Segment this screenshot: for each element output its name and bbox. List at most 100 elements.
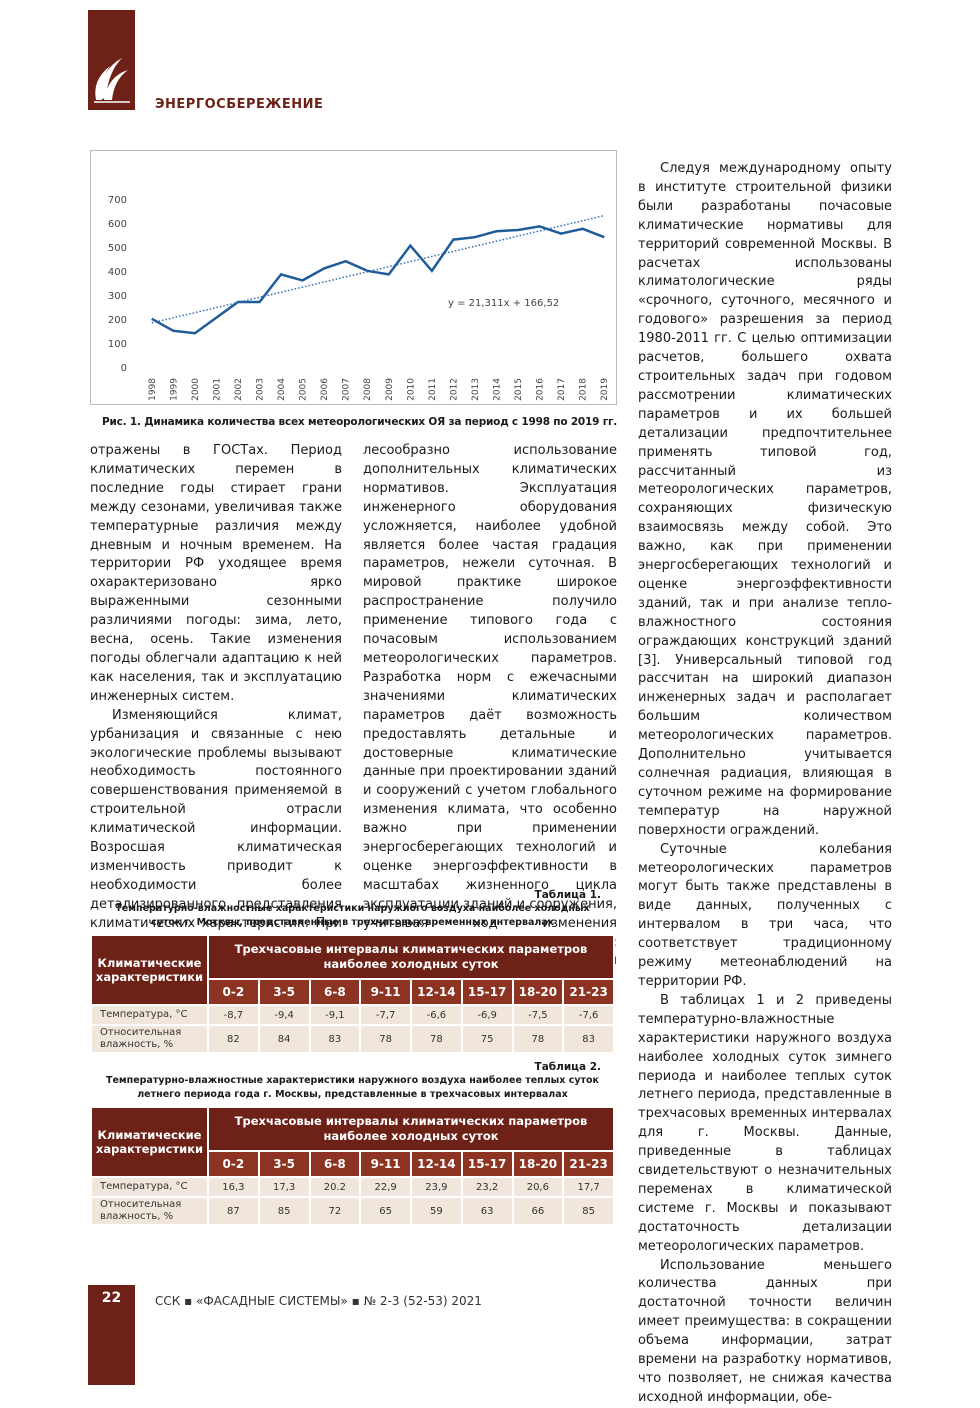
data-line: [151, 225, 605, 335]
cell: 20,6: [511, 1176, 565, 1198]
x-tick-label: 2017: [557, 378, 567, 401]
table-row: Относительная влажность, % 87 85 72 65 59 63 66…: [90, 1196, 615, 1226]
x-tick-label: 2015: [514, 378, 524, 401]
interval-header: 3-5: [257, 1150, 311, 1178]
y-tick-label: 100: [108, 339, 127, 350]
cell: 17,3: [257, 1176, 311, 1198]
table-block: Таблица 1. Температурно-влажностные харак…: [90, 889, 615, 1054]
y-tick-label: 500: [108, 243, 127, 254]
row-label: Температура, °С: [90, 1004, 209, 1026]
publication: ССК ▪ «ФАСАДНЫЕ СИСТЕМЫ» ▪ № 2-3 (52-53)…: [155, 1294, 482, 1308]
interval-header: 3-5: [257, 978, 311, 1006]
cell: 82: [207, 1024, 260, 1054]
cell: 23,2: [460, 1176, 514, 1198]
table-label: Таблица 2.: [534, 1061, 601, 1073]
x-tick-label: 1999: [169, 378, 179, 401]
interval-header: 0-2: [207, 978, 260, 1006]
x-tick-label: 2016: [536, 378, 546, 401]
cell: 22,9: [359, 1176, 412, 1198]
cell: -9,4: [257, 1004, 311, 1026]
chart-frame: 0 100 200 300 400 500 600 700 1998 1999 2000 2001 20…: [90, 150, 617, 405]
interval-header: 12-14: [410, 1150, 463, 1178]
x-tick-label: 2011: [428, 378, 438, 401]
cell: -9,1: [308, 1004, 362, 1026]
table-row: Температура, °С 16,3 17,3 20.2 22,9 23,9 23,2 2…: [90, 1176, 615, 1198]
paragraph: Следуя международному опыту в институте …: [638, 161, 892, 838]
cell: -7,7: [359, 1004, 412, 1026]
header-row: Климатические характеристики Трехчасовые …: [90, 1106, 615, 1178]
x-tick-label: 1998: [148, 378, 158, 401]
cell: 75: [460, 1024, 514, 1054]
cell: 16,3: [207, 1176, 260, 1198]
row-label: Температура, °С: [90, 1176, 209, 1198]
table: Климатические характеристики Трехчасовые …: [90, 934, 615, 1054]
cell: 87: [207, 1196, 260, 1226]
row-label: Относительная влажность, %: [90, 1024, 209, 1054]
cell: -6,9: [460, 1004, 514, 1026]
interval-header: 6-8: [308, 1150, 362, 1178]
row-label: Относительная влажность, %: [90, 1196, 209, 1226]
y-tick-label: 600: [108, 219, 127, 230]
cell: 85: [257, 1196, 311, 1226]
logo: [94, 58, 130, 103]
trend-line: [151, 214, 605, 324]
y-tick-label: 0: [121, 363, 127, 374]
cell: 63: [460, 1196, 514, 1226]
cell: 84: [257, 1024, 311, 1054]
y-tick-label: 400: [108, 267, 127, 278]
interval-header: 21-23: [562, 978, 615, 1006]
interval-header: 18-20: [511, 978, 565, 1006]
x-tick-label: 2007: [342, 378, 352, 401]
trend-equation: y = 21,311x + 166,52: [448, 298, 559, 309]
cell: 72: [308, 1196, 362, 1226]
x-tick-label: 2012: [449, 378, 459, 401]
cell: 23,9: [410, 1176, 463, 1198]
interval-header: 15-17: [460, 978, 514, 1006]
header-row: 0-2 3-5 6-8 9-11 12-14 15-17 18-20 21-23: [91, 1150, 615, 1178]
table-block: Таблица 2. Температурно-влажностные харак…: [90, 1061, 615, 1226]
header-row: 0-2 3-5 6-8 9-11 12-14 15-17 18-20 21-23: [91, 978, 615, 1006]
interval-header: 12-14: [410, 978, 463, 1006]
x-tick-label: 2010: [406, 378, 416, 401]
y-tick-label: 300: [108, 291, 127, 302]
cell: 78: [359, 1024, 412, 1054]
x-tick-label: 2000: [191, 378, 201, 401]
cell: 17,7: [562, 1176, 615, 1198]
paragraph: Использование меньшего количества данных…: [638, 1257, 892, 1405]
x-tick-label: 2002: [234, 378, 244, 401]
cell: 59: [410, 1196, 463, 1226]
interval-header: 15-17: [460, 1150, 514, 1178]
text-column: Следуя международному опыту в институте …: [638, 160, 892, 1408]
table: Климатические характеристики Трехчасовые …: [90, 1106, 615, 1226]
interval-header: 18-20: [511, 1150, 565, 1178]
x-tick-label: 2003: [256, 378, 266, 401]
x-tick-label: 2005: [299, 378, 309, 401]
interval-header: 0-2: [207, 1150, 260, 1178]
x-tick-label: 2006: [320, 378, 330, 401]
cell: 78: [511, 1024, 565, 1054]
interval-header: 21-23: [562, 1150, 615, 1178]
table-title: Температурно-влажностные характеристики …: [105, 1075, 600, 1100]
page-number: 22: [101, 1290, 122, 1306]
table-row: Относительная влажность, % 82 84 83 78 78 75 78…: [90, 1024, 615, 1054]
cell: 83: [308, 1024, 362, 1054]
row-header: Климатические характеристики: [90, 934, 209, 1006]
cell: -8,7: [207, 1004, 260, 1026]
paragraph: отражены в ГОСТах. Период климатических …: [90, 443, 342, 704]
x-tick-label: 2018: [579, 378, 589, 401]
interval-header: 9-11: [359, 1150, 412, 1178]
x-tick-label: 2001: [212, 378, 222, 401]
cell: 20.2: [308, 1176, 362, 1198]
row-header: Климатические характеристики: [90, 1106, 209, 1178]
interval-header: 6-8: [308, 978, 362, 1006]
table-row: Температура, °С -8,7 -9,4 -9,1 -7,7 -6,6 -6,9-…: [90, 1004, 615, 1026]
paragraph: Суточные колебания метеорологических пар…: [638, 841, 892, 989]
x-tick-label: 2013: [471, 378, 481, 401]
y-tick-label: 200: [108, 315, 127, 326]
section-title: ЭНЕРГОСБЕРЕЖЕНИЕ: [155, 97, 324, 112]
table-title: Температурно-влажностные характеристики …: [115, 903, 590, 928]
cell: 78: [410, 1024, 463, 1054]
x-tick-label: 2008: [363, 378, 373, 401]
